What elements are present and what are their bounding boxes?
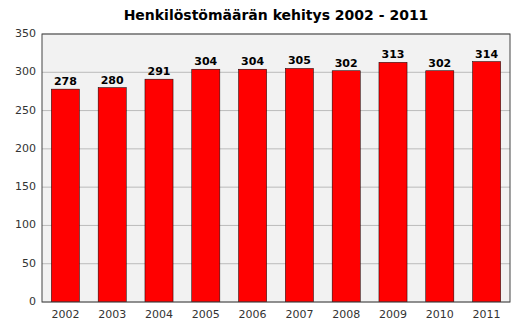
y-tick-label: 50: [22, 257, 36, 270]
x-tick-label: 2003: [98, 308, 126, 321]
data-label: 291: [148, 65, 171, 78]
data-label: 278: [54, 75, 77, 88]
y-tick-label: 100: [15, 218, 36, 231]
data-label: 313: [382, 48, 405, 61]
plot-background: [42, 34, 510, 302]
bar: [285, 68, 313, 302]
x-tick-label: 2010: [426, 308, 454, 321]
y-tick-label: 250: [15, 104, 36, 117]
title: Henkilöstömäärän kehitys 2002 - 2011: [124, 7, 429, 23]
chart-svg: 0 50 100 150 200 250 300 350 278 280 291 304 304 305 3…: [0, 0, 522, 328]
bar: [192, 69, 220, 302]
chart-container: 0 50 100 150 200 250 300 350 278 280 291 304 304 305 3…: [0, 0, 522, 328]
bar: [51, 89, 79, 302]
x-tick-label: 2007: [285, 308, 313, 321]
x-tick-label: 2009: [379, 308, 407, 321]
data-label: 302: [335, 57, 358, 70]
data-label: 314: [475, 48, 498, 61]
bar: [145, 79, 173, 302]
bar: [426, 71, 454, 302]
bar: [473, 62, 501, 302]
data-label: 305: [288, 54, 311, 67]
y-tick-label: 150: [15, 180, 36, 193]
bar: [379, 62, 407, 302]
bar: [98, 88, 126, 302]
x-tick-label: 2002: [51, 308, 79, 321]
x-tick-label: 2005: [192, 308, 220, 321]
y-tick-label: 300: [15, 65, 36, 78]
data-label: 304: [241, 55, 264, 68]
bars: [51, 62, 500, 302]
y-tick-label: 350: [15, 27, 36, 40]
y-tick-label: 200: [15, 142, 36, 155]
data-label: 280: [101, 74, 124, 87]
x-tick-label: 2004: [145, 308, 173, 321]
x-tick-label: 2011: [473, 308, 501, 321]
x-tick-label: 2008: [332, 308, 360, 321]
bar: [332, 71, 360, 302]
data-label: 302: [428, 57, 451, 70]
x-tick-label: 2006: [239, 308, 267, 321]
bar: [239, 69, 267, 302]
y-tick-label: 0: [29, 295, 36, 308]
data-label: 304: [194, 55, 217, 68]
plot-frame: [42, 34, 510, 302]
